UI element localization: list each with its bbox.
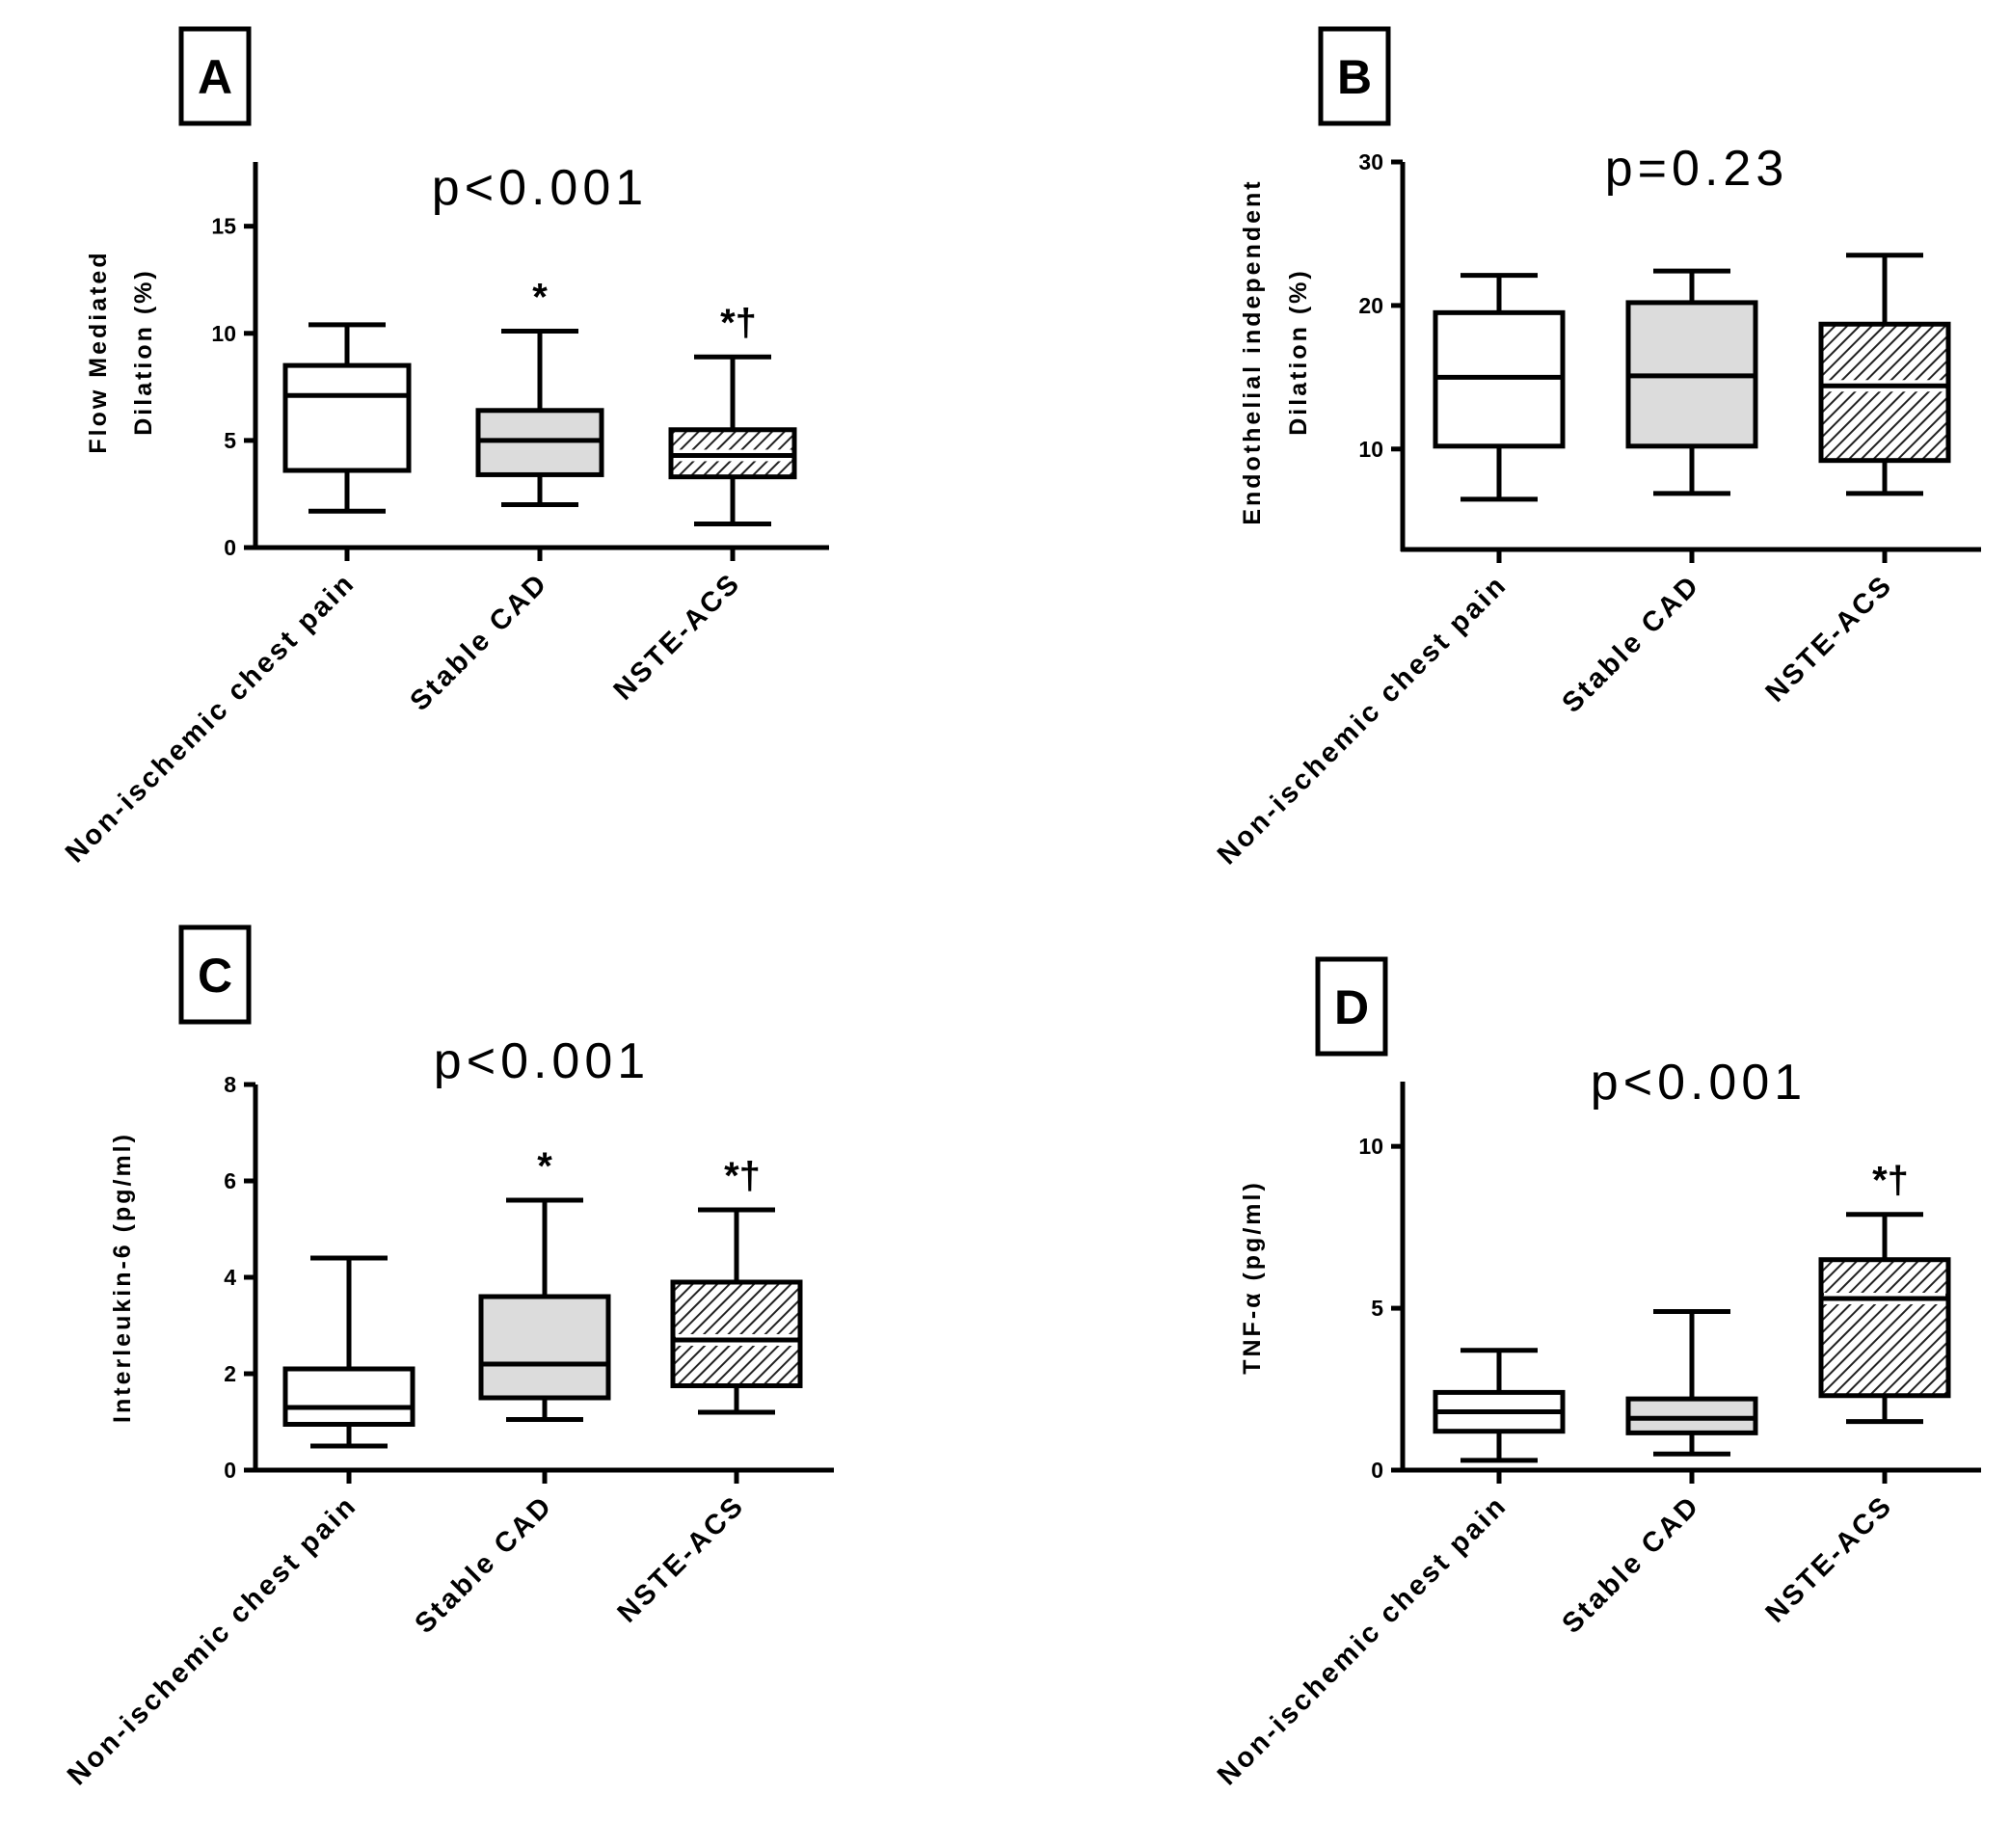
significance-mark: * (537, 1145, 552, 1188)
panel-label-box (178, 924, 252, 1025)
iqr-box (1818, 321, 1951, 464)
iqr-box (670, 1279, 803, 1388)
p-value-title: p<0.001 (434, 1033, 650, 1089)
box-1 (1625, 268, 1758, 496)
box-2: *† (1818, 1160, 1951, 1425)
y-axis-label: Dilation (%) (1285, 268, 1312, 436)
box-0 (282, 322, 412, 514)
panel-label: B (1337, 50, 1372, 104)
iqr-box (1818, 1257, 1951, 1399)
significance-mark: *† (1872, 1160, 1909, 1202)
y-tick-label: 10 (1358, 437, 1383, 462)
p-value-title: p<0.001 (432, 160, 648, 216)
x-category-label: NSTE-ACS (608, 567, 747, 706)
box-1: * (475, 277, 604, 508)
p-value-title: p=0.23 (1605, 141, 1789, 197)
significance-mark: * (532, 277, 548, 319)
y-axis-label: Flow Mediated (85, 250, 112, 453)
box-2 (1818, 253, 1951, 496)
y-tick-label: 5 (1371, 1296, 1383, 1321)
x-category-label: Non-ischemic chest pain (62, 1489, 363, 1791)
box-1 (1625, 1308, 1758, 1457)
box-0 (1433, 273, 1566, 502)
box-2: *† (668, 302, 797, 527)
x-category-label: Stable CAD (1556, 569, 1706, 719)
x-category-label: Non-ischemic chest pain (60, 567, 362, 869)
x-category-label: Stable CAD (409, 1489, 559, 1640)
x-category-label: Non-ischemic chest pain (1212, 569, 1514, 870)
y-tick-label: 30 (1358, 149, 1383, 174)
panel-label-box (1318, 26, 1391, 126)
box-2: *† (670, 1155, 803, 1415)
p-value-title: p<0.001 (1591, 1055, 1807, 1111)
panel-a: Ap<0.001 0 5 10 15 Flow Mediated Dilation (%) N… (60, 26, 829, 869)
panel-label: C (198, 949, 232, 1003)
panel-label: D (1334, 980, 1369, 1034)
y-tick-label: 0 (224, 1458, 236, 1483)
panel-c: Cp<0.001 0 2 4 6 8 Interleukin-6 (pg/ml) Non-is… (62, 924, 834, 1791)
iqr-box (282, 1366, 415, 1427)
x-category-label: Non-ischemic chest pain (1212, 1489, 1514, 1791)
box-0 (282, 1255, 415, 1449)
x-category-label: NSTE-ACS (1760, 569, 1899, 708)
y-axis-label: Interleukin-6 (pg/ml) (109, 1132, 136, 1423)
box-0 (1433, 1348, 1566, 1463)
y-tick-label: 0 (1371, 1458, 1383, 1483)
x-category-label: NSTE-ACS (1760, 1489, 1899, 1628)
y-tick-label: 2 (224, 1361, 236, 1386)
y-tick-label: 0 (224, 535, 236, 560)
y-tick-label: 10 (211, 321, 236, 346)
panel-label-box (1315, 956, 1388, 1057)
x-category-label: NSTE-ACS (612, 1489, 751, 1628)
panel-b: Bp=0.23 10 20 30 Endothelial independent Dila… (1212, 26, 1981, 870)
panel-label: A (198, 50, 232, 104)
y-tick-label: 4 (224, 1265, 236, 1290)
y-axis-label: TNF-α (pg/ml) (1239, 1180, 1266, 1375)
y-axis-label: Dilation (%) (130, 268, 157, 436)
y-tick-label: 8 (224, 1072, 236, 1097)
iqr-box (282, 362, 412, 473)
x-category-label: Stable CAD (404, 567, 554, 717)
y-tick-label: 6 (224, 1168, 236, 1193)
x-category-label: Stable CAD (1556, 1489, 1706, 1640)
significance-mark: *† (724, 1155, 761, 1197)
box-1: * (478, 1145, 611, 1422)
iqr-box (478, 1294, 611, 1401)
y-tick-label: 5 (224, 428, 236, 453)
iqr-box (1625, 1396, 1758, 1435)
y-tick-label: 20 (1358, 293, 1383, 318)
y-tick-label: 10 (1358, 1134, 1383, 1159)
y-tick-label: 15 (211, 214, 236, 239)
y-axis-label: Endothelial independent (1239, 178, 1266, 524)
panel-d: Dp<0.001 0 5 10 TNF-α (pg/ml) Non-ischemic ch… (1212, 956, 1981, 1791)
panel-label-box (178, 26, 252, 126)
significance-mark: *† (720, 302, 757, 344)
